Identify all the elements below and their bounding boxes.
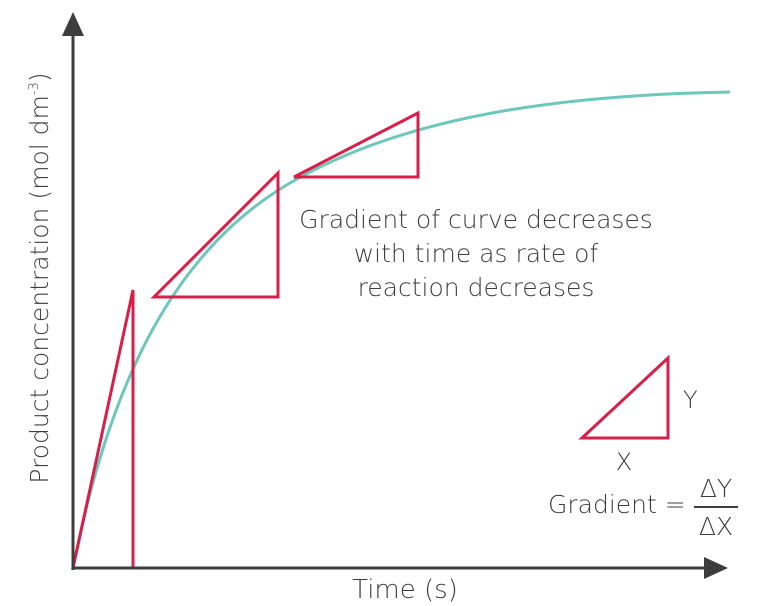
- tangent-triangle-shallow: [293, 110, 420, 179]
- y-axis-label-superscript: -3: [27, 82, 42, 95]
- y-axis-label-close: ): [25, 72, 54, 82]
- gradient-numerator: ΔY: [700, 474, 732, 503]
- gradient-denominator: ΔX: [699, 512, 733, 541]
- key-y-label: Y: [683, 386, 698, 414]
- y-axis-arrowhead: [62, 12, 84, 36]
- annotation-line-1: Gradient of curve decreases: [299, 205, 653, 234]
- key-x-label: X: [616, 448, 632, 476]
- key-triangle: [578, 354, 670, 440]
- gradient-label: Gradient =: [548, 490, 686, 519]
- annotation-line-3: reaction decreases: [358, 273, 595, 302]
- x-axis-label: Time (s): [352, 575, 458, 605]
- y-axis-label-main: Product concentration (mol dm: [25, 95, 54, 483]
- concentration-curve: [71, 90, 731, 569]
- tangent-triangle-steep: [71, 289, 135, 570]
- annotation-line-2: with time as rate of: [354, 239, 599, 268]
- tangent-triangle-medium: [150, 169, 280, 299]
- x-axis-arrowhead: [704, 557, 728, 579]
- y-axis-label: Product concentration (mol dm-3): [25, 72, 54, 483]
